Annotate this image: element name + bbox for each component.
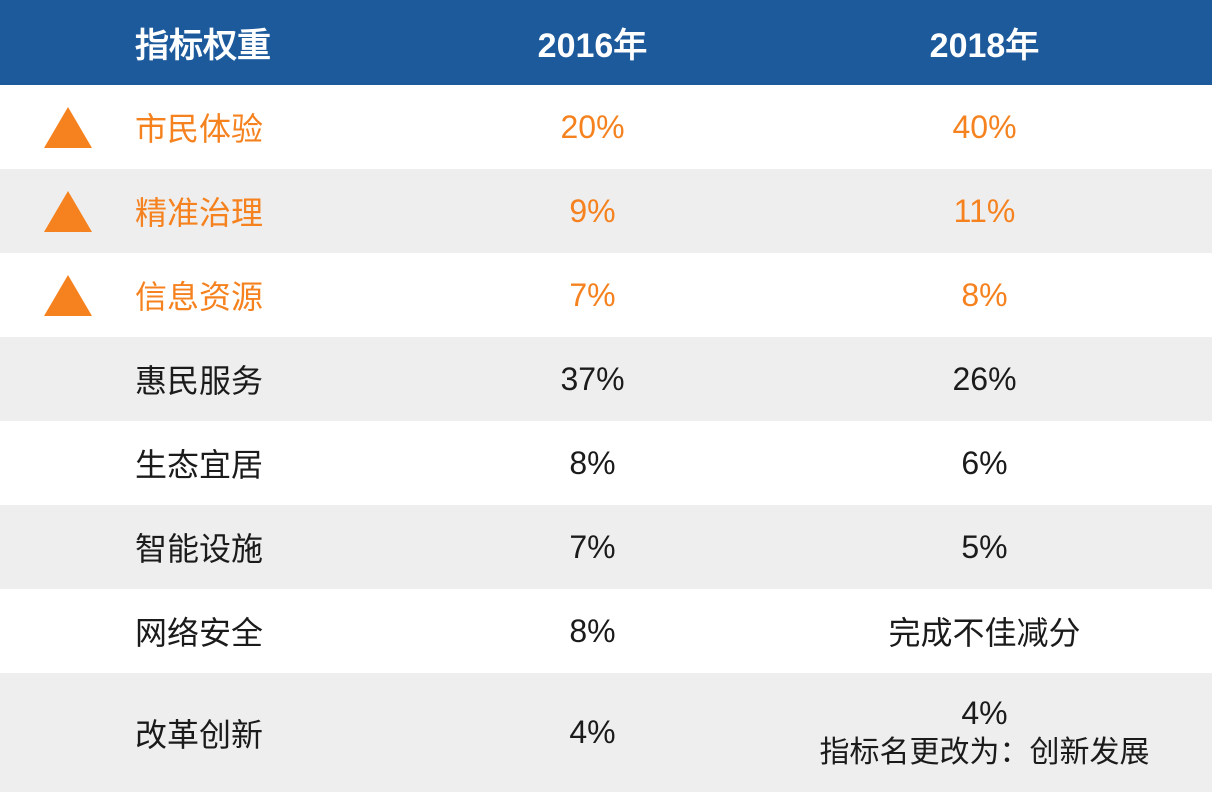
row-value-2018: 8% [961,276,1008,313]
table-header-row: 指标权重 2016年 2018年 [0,0,1212,85]
table-row: 网络安全 8% 完成不佳减分 [0,589,1212,673]
table-row: 信息资源 7% 8% [0,253,1212,337]
row-label: 市民体验 [135,111,264,147]
table-row: 市民体验 20% 40% [0,85,1212,169]
row-value-2016: 8% [569,612,616,649]
triangle-up-icon [43,106,92,148]
row-label: 生态宜居 [135,447,264,483]
row-value-2016: 37% [560,360,625,397]
table-row: 改革创新 4% 4% 指标名更改为：创新发展 [0,673,1212,792]
row-value-2018: 26% [952,360,1017,397]
row-value-2018: 5% [961,528,1008,565]
triangle-up-icon [43,190,92,232]
row-label: 精准治理 [135,195,264,231]
row-value-2016: 9% [569,192,616,229]
table-row: 精准治理 9% 11% [0,169,1212,253]
row-label: 信息资源 [135,279,264,315]
table-row: 智能设施 7% 5% [0,505,1212,589]
row-value-2018-note: 指标名更改为：创新发展 [819,735,1150,769]
header-2018: 2018年 [929,27,1040,65]
row-label: 改革创新 [135,716,264,753]
row-value-2018-percent: 4% [961,694,1008,731]
row-value-2018: 4% 指标名更改为：创新发展 [805,693,1212,773]
header-2016: 2016年 [537,27,648,65]
row-label: 惠民服务 [135,363,264,399]
row-value-2016: 7% [569,528,616,565]
table-row: 生态宜居 8% 6% [0,421,1212,505]
row-value-2016: 7% [569,276,616,313]
row-value-2016: 20% [560,108,625,145]
row-value-2016: 8% [569,444,616,481]
triangle-up-icon [43,274,92,316]
row-value-2018: 11% [953,192,1016,229]
row-value-2018: 40% [952,108,1017,145]
row-value-2018: 6% [961,444,1008,481]
row-label: 智能设施 [135,531,264,567]
header-indicator: 指标权重 [135,27,271,65]
row-value-2018: 完成不佳减分 [888,615,1081,651]
row-value-2016: 4% [569,714,616,750]
table-row: 惠民服务 37% 26% [0,337,1212,421]
row-label: 网络安全 [135,615,264,651]
